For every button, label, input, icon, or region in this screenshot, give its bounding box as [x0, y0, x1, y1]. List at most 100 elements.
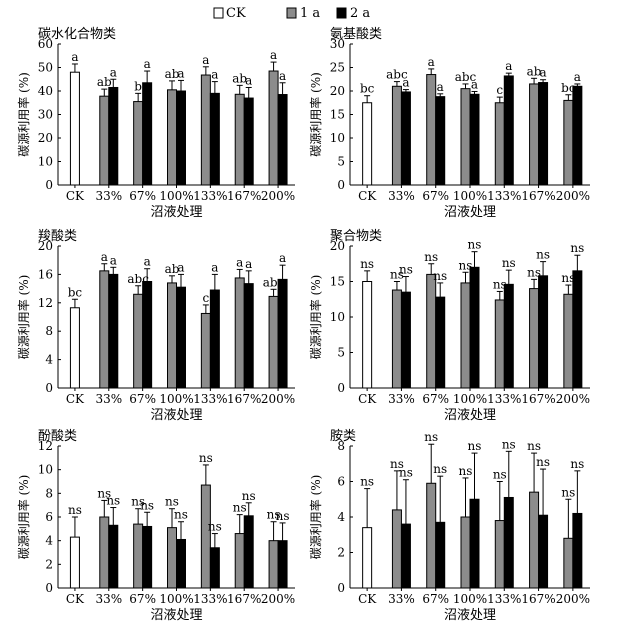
significance-label: ns [97, 486, 111, 500]
significance-label: ns [570, 457, 584, 471]
significance-label: ns [199, 451, 213, 465]
x-tick-label: CK [66, 592, 85, 606]
bar-2a [435, 521, 446, 589]
x-tick-label: 100% [159, 189, 193, 203]
chart-title: 羧酸类 [38, 228, 77, 244]
significance-label: ns [536, 455, 550, 469]
bar-1a [268, 540, 279, 589]
x-tick-label: 167% [521, 592, 555, 606]
bar-1a [268, 70, 279, 186]
x-tick-label: 200% [261, 592, 295, 606]
x-axis-label: 沼液处理 [150, 205, 202, 220]
bar-2a [142, 525, 153, 589]
bar-ck [362, 281, 373, 389]
x-tick-label: 100% [453, 189, 487, 203]
bar-2a [400, 91, 411, 186]
bar-1a [234, 277, 245, 389]
significance-label: ns [140, 498, 154, 512]
x-tick-label: 33% [388, 392, 415, 406]
chart-panel-4: 聚合物类 0 5 10 15 20 碳源利用率 (%) CK 33% 67% 100% 133% 167… [308, 229, 590, 423]
y-tick-label: 2 [337, 546, 345, 560]
significance-label: abc [455, 70, 477, 84]
bar-1a [167, 89, 177, 186]
x-tick-label: 67% [129, 189, 156, 203]
significance-label: a [279, 69, 286, 83]
bar-2a [277, 94, 288, 186]
significance-label: c [202, 291, 209, 305]
x-tick-label: 67% [129, 592, 156, 606]
significance-label: ns [502, 437, 516, 451]
y-tick-label: 8 [45, 486, 53, 500]
y-tick-label: 5 [337, 346, 345, 360]
legend-label-1a: 1 a [300, 6, 320, 21]
bar-1a [200, 312, 211, 389]
significance-label: ab [97, 75, 112, 89]
significance-label: a [144, 57, 151, 71]
significance-label: ns [165, 495, 179, 509]
y-tick-label: 2 [45, 557, 53, 571]
bar-1a [234, 93, 245, 186]
bar-1a [494, 102, 505, 186]
significance-label: ns [459, 464, 473, 478]
bar-1a [494, 520, 505, 589]
bar-1a [529, 83, 540, 186]
bar-1a [391, 289, 402, 389]
significance-label: a [539, 66, 546, 80]
significance-label: ns [208, 520, 222, 534]
significance-label: ns [561, 271, 575, 285]
significance-label: ns [68, 503, 82, 517]
significance-label: ns [424, 250, 438, 264]
bar-2a [503, 496, 514, 589]
y-tick-label: 60 [38, 37, 53, 51]
x-tick-label: 167% [521, 392, 555, 406]
significance-label: ns [536, 248, 550, 262]
bar-2a [142, 281, 153, 389]
x-tick-label: 133% [487, 392, 521, 406]
y-tick-label: 10 [38, 155, 53, 169]
significance-label: a [236, 255, 243, 269]
significance-label: a [177, 260, 184, 274]
x-axis-label: 沼液处理 [150, 608, 202, 623]
x-tick-label: CK [358, 189, 377, 203]
y-tick-label: 6 [45, 510, 53, 524]
bar-2a [243, 515, 254, 589]
chart-title: 碳水化合物类 [38, 27, 116, 42]
significance-label: bc [68, 285, 83, 299]
significance-label: ns [468, 238, 482, 252]
x-axis-label: 沼液处理 [150, 408, 202, 423]
bar-1a [391, 509, 402, 589]
x-tick-label: 133% [193, 592, 227, 606]
bar-2a [209, 92, 220, 186]
bar-2a [108, 273, 119, 389]
bar-ck [69, 307, 80, 389]
chart-panel-2: 氨基酸类 0 5 10 15 20 25 30 碳源利用率 (%) CK 33% 67% 100% 133… [308, 27, 590, 220]
x-tick-label: 133% [487, 592, 521, 606]
bar-2a [277, 540, 288, 589]
bar-2a [538, 82, 549, 186]
y-tick-label: 4 [337, 510, 345, 524]
y-tick-label: 50 [38, 61, 53, 75]
legend-label-ck: CK [226, 6, 246, 21]
significance-label: ns [399, 263, 413, 277]
significance-label: a [211, 260, 218, 274]
y-tick-label: 8 [45, 324, 53, 338]
y-axis-label: 碳源利用率 (%) [16, 275, 31, 360]
significance-label: a [110, 65, 117, 79]
y-tick-label: 16 [38, 267, 53, 281]
x-tick-label: 200% [556, 592, 590, 606]
legend: CK 1 a 2 a [213, 6, 370, 21]
bar-2a [538, 275, 549, 389]
significance-label: a [177, 66, 184, 80]
y-tick-label: 0 [337, 581, 345, 595]
significance-label: ns [468, 439, 482, 453]
significance-label: ab [527, 64, 542, 78]
y-tick-label: 20 [330, 239, 345, 253]
bar-1a [133, 293, 144, 389]
bar-ck [362, 102, 373, 186]
significance-label: a [402, 76, 409, 90]
y-tick-label: 0 [45, 178, 53, 192]
significance-label: a [270, 48, 277, 62]
y-tick-label: 0 [337, 381, 345, 395]
y-tick-label: 10 [330, 310, 345, 324]
significance-label: a [574, 70, 581, 84]
